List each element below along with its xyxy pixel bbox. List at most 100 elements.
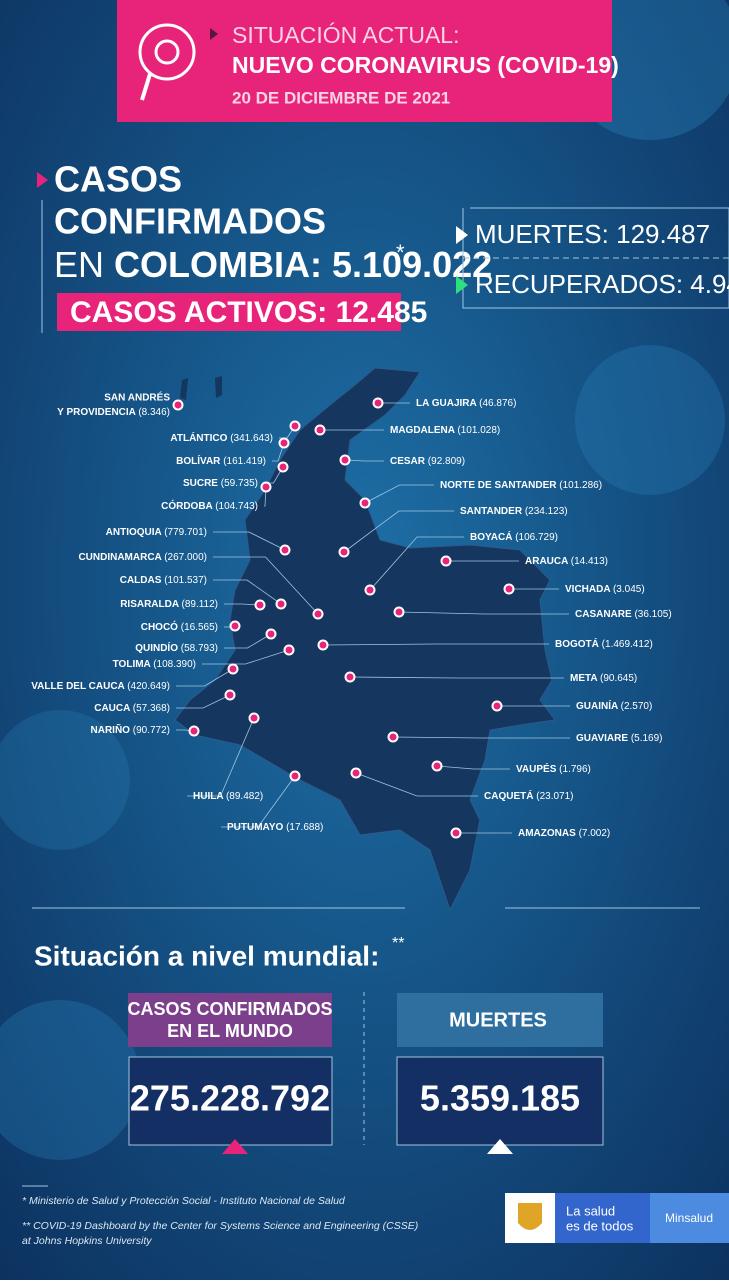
header-line1: SITUACIÓN ACTUAL:: [232, 22, 459, 48]
pin: [289, 770, 301, 782]
department-name: QUINDÍO: [135, 641, 178, 654]
leader-line: [364, 484, 434, 504]
department-label: TOLIMA (108.390): [113, 659, 196, 670]
department-label: GUAVIARE (5.169): [576, 733, 663, 744]
department-label: CASANARE (36.105): [575, 609, 672, 620]
recovered: RECUPERADOS: 4.948.804: [475, 269, 729, 299]
department-count: (59.735): [221, 478, 258, 489]
world-asterisks: **: [392, 935, 404, 952]
leader-line: [322, 643, 549, 646]
department-name: ANTIOQUIA: [106, 527, 162, 538]
department-count: (101.028): [457, 425, 500, 436]
department-name: CASANARE: [575, 609, 632, 620]
world-cases-box: [128, 1056, 333, 1146]
leader-line: [344, 459, 384, 462]
leader-line: [349, 676, 564, 679]
leader-line: [272, 442, 285, 462]
virus-deco: [575, 345, 725, 495]
department-name: SANTANDER: [460, 506, 523, 517]
department-name: CUNDINAMARCA: [78, 552, 161, 563]
department-labels: SAN ANDRÉS Y PROVIDENCIA (8.346) ATLÁNTICO…: [31, 391, 671, 839]
pin: [260, 481, 272, 493]
active: CASOS ACTIVOS: 12.485: [70, 296, 427, 329]
pin: [364, 584, 376, 596]
department-count: (36.105): [634, 609, 671, 620]
pin: [387, 731, 399, 743]
pin: [372, 397, 384, 409]
virus-icon: [138, 23, 196, 81]
department-count: (420.649): [127, 681, 170, 692]
virus-icon: [154, 39, 180, 65]
casos-label: COLOMBIA:: [114, 244, 322, 285]
department-count: (104.743): [215, 501, 258, 512]
department-count: (101.286): [559, 480, 602, 491]
casos-total: 5.109.022: [332, 244, 492, 285]
department-name: BOYACÁ: [470, 530, 512, 543]
department-count: (17.688): [286, 822, 323, 833]
active-value: 12.485: [336, 296, 428, 329]
department-label: CESAR (92.809): [390, 456, 465, 467]
department-count: (101.537): [164, 575, 207, 586]
pin: [312, 608, 324, 620]
department-count: (7.002): [579, 828, 611, 839]
stats-frame: [462, 207, 729, 309]
department-count: (89.112): [181, 599, 218, 610]
department-name: CÓRDOBA: [161, 499, 212, 512]
leader-line: [436, 765, 510, 770]
deaths-value: 129.487: [616, 219, 710, 249]
world-cases-label: CASOS CONFIRMADOS: [127, 999, 332, 1019]
pin: [359, 497, 371, 509]
department-name: META: [570, 673, 597, 684]
leader-line: [343, 510, 454, 553]
leader-line: [213, 579, 282, 605]
pin: [393, 606, 405, 618]
department-name: HUILA: [193, 791, 223, 802]
note: ** COVID-19 Dashboard by the Center for …: [22, 1220, 418, 1232]
department-label: SANTANDER (234.123): [460, 506, 568, 517]
deaths: MUERTES: 129.487: [475, 219, 710, 249]
department-name: AMAZONAS: [518, 828, 576, 839]
department-label: SUCRE (59.735): [183, 478, 258, 489]
world-deaths-box: [396, 1056, 604, 1146]
leader-line: [369, 536, 464, 591]
pin: [440, 555, 452, 567]
department-count: (8.346): [138, 407, 170, 418]
pin: [338, 546, 350, 558]
department-name: TOLIMA: [113, 659, 151, 670]
header-line2: NUEVO CORONAVIRUS (COVID-19): [232, 52, 619, 78]
department-name: MAGDALENA: [390, 425, 455, 436]
department-label: BOYACÁ (106.729): [470, 530, 558, 543]
leader-line: [202, 649, 290, 665]
department-count: (106.729): [515, 532, 558, 543]
department-count: (5.169): [631, 733, 663, 744]
department-name: GUAINÍA: [576, 699, 618, 712]
department-label: QUINDÍO (58.793): [135, 641, 218, 654]
pin: [314, 424, 326, 436]
department-name: ATLÁNTICO: [170, 431, 227, 444]
department-count: (161.419): [223, 456, 266, 467]
pin: [317, 639, 329, 651]
leader-line: [264, 486, 267, 507]
department-label: NORTE DE SANTANDER (101.286): [440, 480, 602, 491]
department-label: HUILA (89.482): [193, 791, 263, 802]
pin: [265, 628, 277, 640]
department-label: Y PROVIDENCIA (8.346): [57, 407, 170, 418]
leader-line: [176, 668, 234, 687]
pin: [289, 420, 301, 432]
department-name: LA GUAJIRA: [416, 398, 477, 409]
pin: [344, 671, 356, 683]
leader-line: [187, 717, 255, 797]
department-label: CUNDINAMARCA (267.000): [78, 552, 207, 563]
leader-line: [224, 633, 272, 649]
arrow: [487, 1139, 513, 1154]
pin: [350, 767, 362, 779]
pin: [491, 700, 503, 712]
department-label: BOGOTÁ (1.469.412): [555, 637, 653, 650]
world-cases-label-box: [128, 993, 332, 1047]
department-count: (14.413): [571, 556, 608, 567]
arrow: [456, 226, 468, 244]
world-title: Situación a nivel mundial:: [34, 940, 379, 971]
pin: [224, 689, 236, 701]
department-label: CHOCÓ (16.565): [141, 620, 218, 633]
colombia-map: [174, 367, 556, 912]
